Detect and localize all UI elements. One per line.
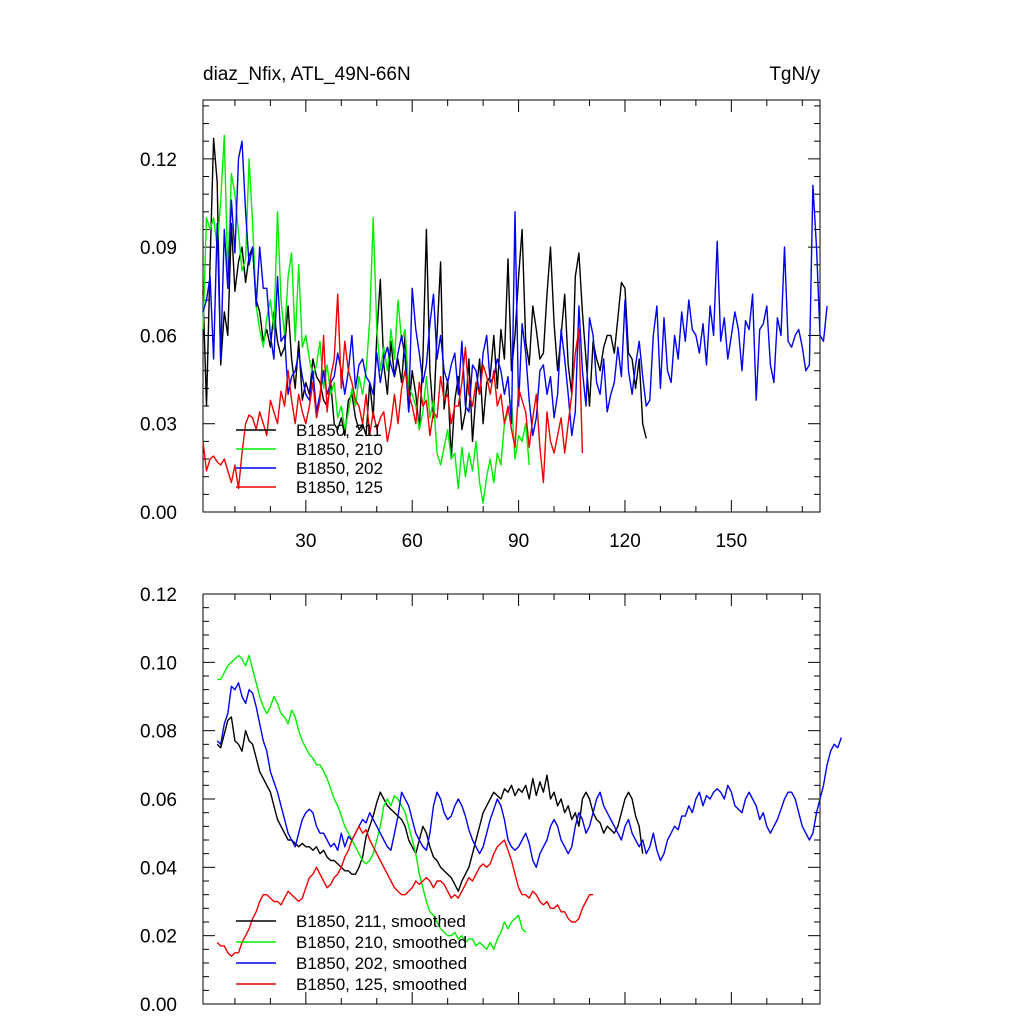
top-legend-label: B1850, 211: [296, 421, 382, 440]
bottom-series-group: [216, 654, 842, 957]
bottom-series-line-3: [216, 682, 842, 868]
top-legend-label: B1850, 202: [296, 459, 383, 478]
top-xtick-label: 150: [715, 531, 747, 552]
bottom-legend: B1850, 211, smoothed B1850, 210, smoothed…: [236, 912, 467, 994]
bottom-legend-label: B1850, 125, smoothed: [296, 975, 467, 994]
top-series-line-4: [202, 293, 584, 490]
bottom-panel: 0.00 0.02 0.04 0.06 0.08 0.10 0.12 B1850, 211,…: [140, 585, 842, 1016]
bottom-legend-label: B1850, 211, smoothed: [296, 912, 466, 931]
top-xtick-label: 120: [609, 531, 641, 552]
top-xtick-label: 90: [508, 531, 529, 552]
top-legend-label: B1850, 210: [296, 440, 383, 459]
bottom-ytick-label: 0.06: [140, 790, 177, 811]
bottom-legend-label: B1850, 202, smoothed: [296, 954, 467, 973]
top-legend-label: B1850, 125: [296, 478, 383, 497]
top-ytick-label: 0.00: [140, 503, 177, 524]
bottom-series-line-4: [216, 825, 594, 957]
top-ytick-label: 0.03: [140, 415, 177, 436]
bottom-ytick-label: 0.08: [140, 722, 177, 743]
bottom-ytick-label: 0.12: [140, 585, 177, 606]
top-xtick-label: 60: [402, 531, 423, 552]
bottom-ytick-label: 0.02: [140, 927, 177, 948]
top-ytick-label: 0.12: [140, 150, 177, 171]
top-series-line-1: [202, 137, 647, 460]
bottom-ytick-label: 0.04: [140, 858, 177, 879]
bottom-legend-label: B1850, 210, smoothed: [296, 933, 467, 952]
top-ytick-label: 0.09: [140, 238, 177, 259]
top-series-line-2: [202, 134, 530, 504]
bottom-ytick-label: 0.10: [140, 653, 177, 674]
bottom-ytick-label: 0.00: [140, 995, 177, 1016]
bottom-series-line-1: [216, 716, 644, 892]
top-series-line-3: [202, 140, 828, 437]
top-ytick-label: 0.06: [140, 326, 177, 347]
top-xtick-label: 30: [295, 531, 316, 552]
bottom-axis-ticks: 0.00 0.02 0.04 0.06 0.08 0.10 0.12: [140, 585, 820, 1016]
chart-units: TgN/y: [769, 64, 820, 85]
top-series-group: [202, 134, 828, 504]
top-panel: diaz_Nfix, ATL_49N-66N TgN/y 30 60 90 120 15…: [140, 64, 828, 552]
bottom-series-line-2: [217, 654, 527, 950]
top-axis-ticks: 30 60 90 120 150 0.00 0.03 0.06 0.09 0.12: [140, 100, 820, 552]
chart-title: diaz_Nfix, ATL_49N-66N: [203, 64, 411, 85]
